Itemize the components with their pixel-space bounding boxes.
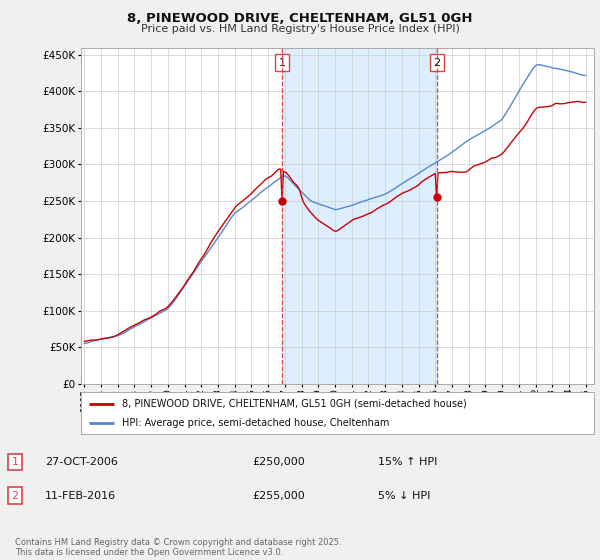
Text: 15% ↑ HPI: 15% ↑ HPI [378,457,437,467]
Bar [282,48,437,384]
Text: 1: 1 [278,58,286,68]
Text: £250,000: £250,000 [252,457,305,467]
Text: 11-FEB-2016: 11-FEB-2016 [45,491,116,501]
Text: 5% ↓ HPI: 5% ↓ HPI [378,491,430,501]
Text: 1: 1 [11,457,19,467]
Text: Price paid vs. HM Land Registry's House Price Index (HPI): Price paid vs. HM Land Registry's House … [140,24,460,34]
Text: £255,000: £255,000 [252,491,305,501]
Text: HPI: Average price, semi-detached house, Cheltenham: HPI: Average price, semi-detached house,… [122,418,389,428]
Text: 8, PINEWOOD DRIVE, CHELTENHAM, GL51 0GH: 8, PINEWOOD DRIVE, CHELTENHAM, GL51 0GH [127,12,473,25]
Text: 2: 2 [11,491,19,501]
Text: 8, PINEWOOD DRIVE, CHELTENHAM, GL51 0GH (semi-detached house): 8, PINEWOOD DRIVE, CHELTENHAM, GL51 0GH … [122,399,467,409]
Text: 27-OCT-2006: 27-OCT-2006 [45,457,118,467]
Text: Contains HM Land Registry data © Crown copyright and database right 2025.
This d: Contains HM Land Registry data © Crown c… [15,538,341,557]
Text: 2: 2 [434,58,440,68]
